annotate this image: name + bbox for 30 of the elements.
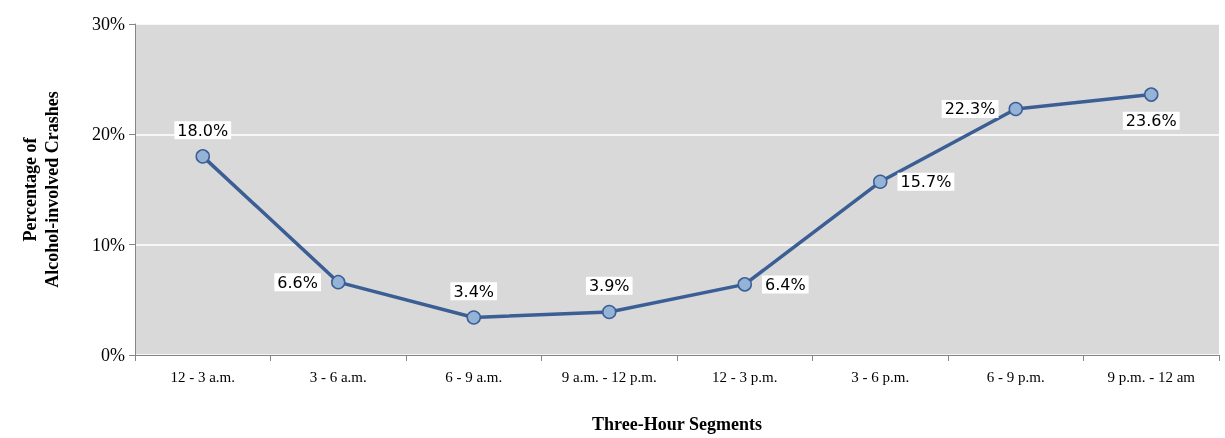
data-label: 6.4% <box>765 274 806 294</box>
y-tick-label: 20% <box>92 124 125 145</box>
point <box>466 310 481 325</box>
data-label: 18.0% <box>177 120 229 140</box>
x-tick-label: 6 - 9 a.m. <box>445 368 503 385</box>
y-tick-label: 0% <box>101 345 125 365</box>
y-tick-label: 10% <box>92 234 125 255</box>
point <box>331 274 346 290</box>
y-axis-title: Percentage of Alcohol-involved Crashes <box>20 91 62 288</box>
point <box>1144 87 1159 102</box>
x-tick-label: 6 - 9 p.m. <box>986 368 1045 385</box>
x-tick-label: 3 - 6 p.m. <box>851 368 910 385</box>
data-label: 23.6% <box>1125 111 1177 131</box>
data-label: 22.3% <box>944 99 996 119</box>
data-label: 3.9% <box>588 276 630 296</box>
x-tick-label: 12 - 3 a.m. <box>170 368 236 385</box>
data-label: 15.7% <box>900 172 952 192</box>
point <box>873 174 888 190</box>
point <box>195 149 210 164</box>
point <box>1008 101 1023 117</box>
x-tick-label: 12 - 3 p.m. <box>712 368 778 385</box>
point <box>737 277 752 292</box>
x-tick-label: 3 - 6 a.m. <box>309 368 367 385</box>
point <box>602 304 617 320</box>
y-tick-label: 30% <box>92 14 125 34</box>
x-tick-label: 9 p.m. - 12 am <box>1107 368 1196 385</box>
data-label: 3.4% <box>453 281 495 301</box>
x-axis-title: Three-Hour Segments <box>592 414 762 434</box>
data-label: 6.6% <box>277 272 318 292</box>
x-tick-label: 9 a.m. - 12 p.m. <box>561 368 657 385</box>
